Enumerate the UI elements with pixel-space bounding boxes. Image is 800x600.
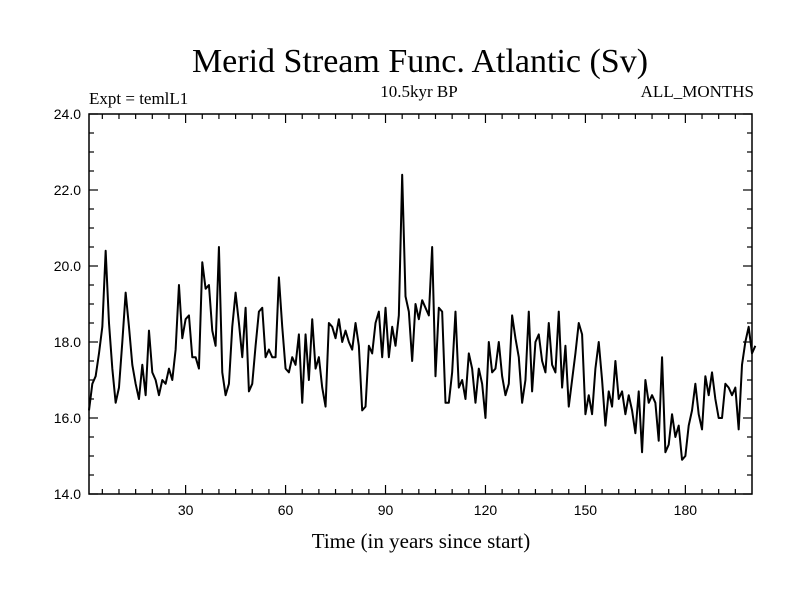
y-tick-label: 16.0 bbox=[54, 410, 81, 426]
months-label: ALL_MONTHS bbox=[641, 82, 754, 101]
x-tick-label: 120 bbox=[474, 502, 498, 518]
x-tick-label: 150 bbox=[574, 502, 598, 518]
y-tick-label: 24.0 bbox=[54, 106, 81, 122]
y-tick-label: 22.0 bbox=[54, 182, 81, 198]
x-tick-label: 60 bbox=[278, 502, 294, 518]
period-label: 10.5kyr BP bbox=[380, 82, 457, 101]
chart-title: Merid Stream Func. Atlantic (Sv) bbox=[192, 43, 648, 80]
y-tick-label: 14.0 bbox=[54, 486, 81, 502]
x-tick-label: 90 bbox=[378, 502, 394, 518]
x-axis-label: Time (in years since start) bbox=[312, 529, 531, 553]
y-tick-label: 18.0 bbox=[54, 334, 81, 350]
expt-label: Expt = temlL1 bbox=[89, 89, 188, 108]
x-tick-label: 30 bbox=[178, 502, 194, 518]
series-line-0 bbox=[88, 173, 757, 461]
x-tick-label: 180 bbox=[674, 502, 698, 518]
y-tick-label: 20.0 bbox=[54, 258, 81, 274]
